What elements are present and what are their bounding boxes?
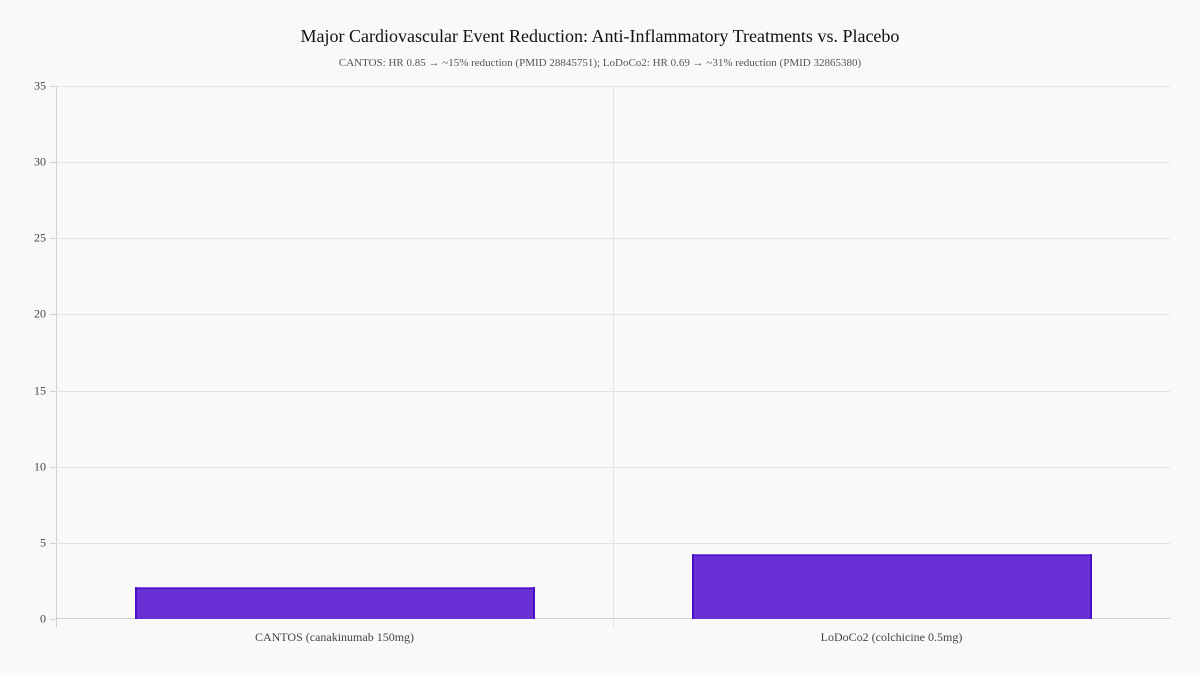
horizontal-gridline	[56, 86, 1170, 87]
horizontal-gridline	[56, 162, 1170, 164]
y-tick-mark	[50, 390, 56, 392]
x-axis-line	[56, 618, 1170, 619]
y-tick-mark	[50, 162, 56, 164]
y-tick-label: 15	[34, 383, 46, 398]
y-tick-label: 10	[34, 459, 46, 474]
horizontal-gridline	[56, 466, 1170, 468]
y-tick-mark	[50, 542, 56, 544]
y-tick-label: 25	[34, 230, 46, 245]
y-axis-line	[56, 86, 57, 627]
y-tick-label: 20	[34, 306, 46, 321]
chart-title: Major Cardiovascular Event Reduction: An…	[300, 26, 900, 46]
y-tick-label: 5	[40, 535, 46, 550]
bar-lodoco2[interactable]	[691, 553, 1092, 619]
y-tick-label: 30	[34, 154, 46, 169]
plot-area: 0 5 10 15 20 25 30 35	[34, 79, 1170, 627]
horizontal-gridline	[56, 314, 1170, 316]
vertical-gridline	[613, 86, 614, 627]
y-tick-mark	[50, 314, 56, 316]
horizontal-gridline	[56, 542, 1170, 544]
horizontal-gridline	[56, 238, 1170, 240]
y-tick-label: 0	[40, 611, 46, 626]
bar-cantos[interactable]	[134, 587, 535, 619]
chart-subtitle: CANTOS: HR 0.85 → ~15% reduction (PMID 2…	[338, 57, 862, 69]
y-tick-mark	[50, 466, 56, 468]
bar-top-edge	[693, 553, 1090, 555]
y-tick-mark	[50, 238, 56, 240]
y-tick-label: 35	[34, 78, 46, 93]
bar-top-edge	[136, 587, 533, 589]
y-tick-mark	[50, 86, 56, 87]
y-tick-mark	[50, 619, 56, 620]
x-tick-label: LoDoCo2 (colchicine 0.5mg)	[820, 630, 963, 644]
horizontal-gridline	[56, 390, 1170, 392]
x-tick-label: CANTOS (canakinumab 150mg)	[254, 630, 415, 644]
